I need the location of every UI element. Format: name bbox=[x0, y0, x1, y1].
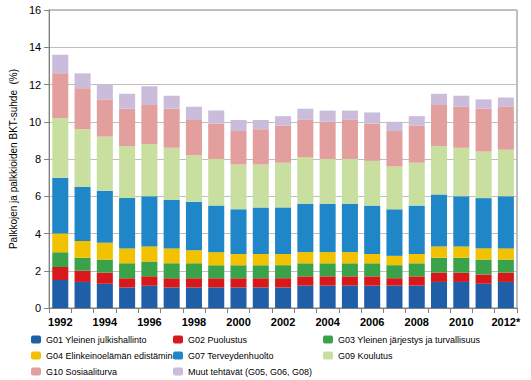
svg-text:2004: 2004 bbox=[315, 316, 340, 328]
svg-text:16: 16 bbox=[29, 4, 41, 16]
svg-text:G02 Puolustus: G02 Puolustus bbox=[188, 335, 248, 345]
svg-text:G03 Yleinen järjestys ja turva: G03 Yleinen järjestys ja turvallisuus bbox=[338, 335, 480, 345]
svg-text:2002: 2002 bbox=[271, 316, 295, 328]
svg-text:6: 6 bbox=[35, 190, 41, 202]
svg-text:G10 Sosiaaliturva: G10 Sosiaaliturva bbox=[46, 367, 117, 377]
svg-text:1994: 1994 bbox=[93, 316, 118, 328]
svg-text:Palkkojen ja palkkioiden BKT-s: Palkkojen ja palkkioiden BKT-suhde (%) bbox=[8, 69, 19, 249]
svg-text:G07 Terveydenhuolto: G07 Terveydenhuolto bbox=[188, 351, 273, 361]
svg-text:1998: 1998 bbox=[182, 316, 206, 328]
svg-text:2008: 2008 bbox=[405, 316, 429, 328]
svg-text:4: 4 bbox=[35, 228, 41, 240]
svg-text:12: 12 bbox=[29, 79, 41, 91]
svg-text:2006: 2006 bbox=[360, 316, 384, 328]
svg-text:2012*: 2012* bbox=[491, 316, 520, 328]
svg-text:G01 Yleinen julkishallinto: G01 Yleinen julkishallinto bbox=[46, 335, 146, 345]
svg-text:G09 Koulutus: G09 Koulutus bbox=[338, 351, 393, 361]
svg-text:8: 8 bbox=[35, 153, 41, 165]
svg-text:10: 10 bbox=[29, 116, 41, 128]
svg-text:0: 0 bbox=[35, 302, 41, 314]
svg-text:1992: 1992 bbox=[48, 316, 72, 328]
svg-text:2010: 2010 bbox=[449, 316, 473, 328]
svg-text:2000: 2000 bbox=[226, 316, 250, 328]
svg-text:Muut tehtävät (G05, G06, G08): Muut tehtävät (G05, G06, G08) bbox=[188, 367, 312, 377]
svg-text:14: 14 bbox=[29, 41, 41, 53]
svg-text:1996: 1996 bbox=[137, 316, 161, 328]
svg-text:2: 2 bbox=[35, 265, 41, 277]
svg-text:G04 Elinkeinoelämän edistämine: G04 Elinkeinoelämän edistäminen bbox=[46, 351, 183, 361]
